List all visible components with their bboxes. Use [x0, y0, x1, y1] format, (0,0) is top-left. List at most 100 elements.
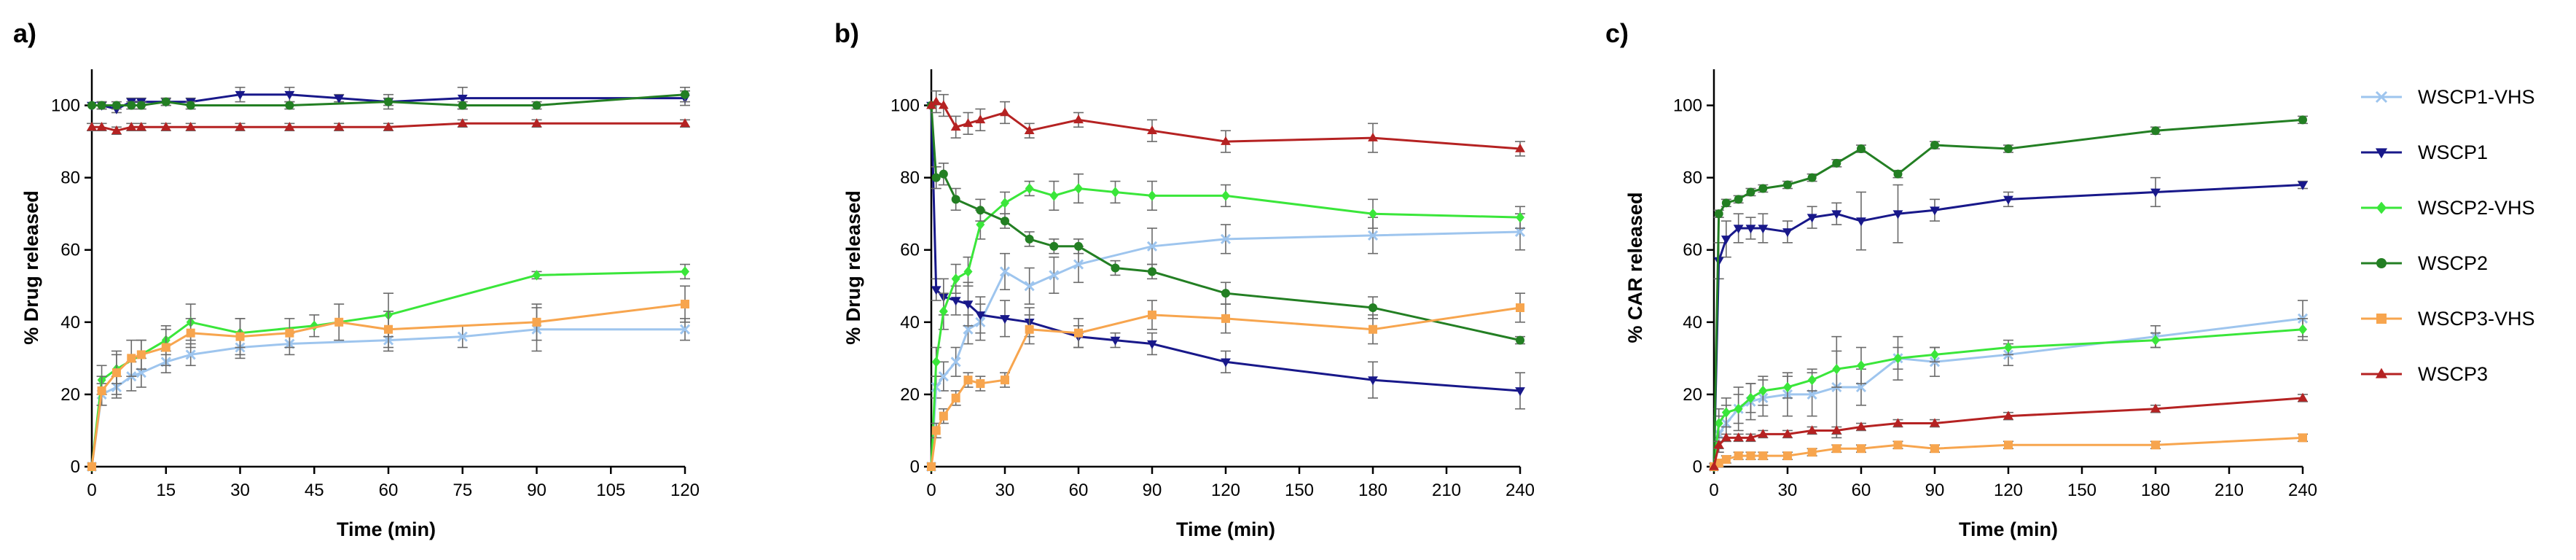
legend-glyph: [2361, 258, 2402, 268]
data-point: [235, 90, 246, 100]
data-point: [1073, 259, 1084, 270]
series-wscp1-vhs: [925, 213, 1526, 472]
series-wscp2-vhs: [927, 173, 1525, 472]
x-tick-label: 150: [1285, 481, 1314, 500]
data-point: [186, 101, 195, 110]
y-tick-label: 100: [890, 96, 920, 116]
data-point: [1734, 451, 1743, 461]
data-point: [1806, 389, 1817, 400]
data-point: [1745, 225, 1756, 234]
data-point: [136, 350, 146, 359]
data-point: [532, 270, 541, 281]
data-point: [2004, 342, 2013, 353]
data-point: [1832, 364, 1841, 375]
data-point: [1709, 461, 1719, 470]
data-point: [1025, 324, 1034, 334]
data-point: [681, 266, 689, 277]
data-point: [1001, 198, 1009, 209]
data-point: [1220, 233, 1232, 244]
data-point: [2298, 181, 2308, 190]
legend-marker: [2376, 201, 2387, 214]
data-point: [334, 317, 344, 327]
data-point: [1930, 349, 1939, 360]
panel-c-ylabel: % CAR released: [1624, 192, 1646, 343]
data-point: [680, 118, 690, 128]
data-point: [1832, 158, 1841, 168]
data-point: [1856, 217, 1866, 227]
data-point: [1746, 392, 1755, 404]
data-point: [384, 97, 393, 106]
x-tick-label: 30: [230, 481, 250, 500]
data-point: [1930, 206, 1940, 216]
legend-marker: [2376, 314, 2387, 324]
data-point: [1746, 451, 1755, 461]
data-point: [334, 122, 345, 131]
legend-item: WSCP3-VHS: [2361, 308, 2535, 330]
data-point: [1721, 198, 1731, 208]
legend-label: WSCP3-VHS: [2418, 308, 2535, 330]
y-tick-label: 40: [900, 313, 920, 332]
data-point: [1516, 335, 1524, 345]
y-tick-label: 40: [1683, 313, 1702, 332]
data-point: [1807, 448, 1817, 457]
panel-a-xlabel: Time (min): [337, 518, 436, 540]
data-point: [160, 122, 171, 131]
data-point: [1111, 263, 1120, 273]
panel-c-axes: 0 30 60 90 120 150 180 210 240 0 20 40 60 80 100: [1673, 69, 2317, 500]
data-point: [1856, 421, 1866, 431]
panel-a-plot: [86, 86, 691, 472]
data-point: [1930, 141, 1939, 150]
data-point: [285, 101, 294, 110]
y-tick-label: 80: [60, 168, 80, 188]
legend-item: WSCP3: [2361, 363, 2488, 385]
y-tick-label: 20: [1683, 385, 1702, 405]
data-point: [1721, 455, 1731, 464]
legend-label: WSCP3: [2418, 363, 2488, 385]
data-point: [1855, 381, 1867, 393]
data-point: [1001, 376, 1009, 385]
data-point: [1746, 187, 1755, 197]
data-point: [136, 122, 146, 131]
data-point: [1074, 241, 1083, 251]
panel-a-axes: 0 15 30 45 60 75 90 105 120 0 20 40 60 80 100: [51, 69, 700, 500]
data-point: [939, 306, 948, 317]
data-point: [1367, 230, 1379, 241]
y-tick-label: 80: [900, 168, 920, 188]
data-point: [976, 206, 985, 215]
data-point: [111, 101, 121, 110]
x-tick-label: 90: [1925, 481, 1945, 500]
series-line: [1712, 184, 2303, 467]
data-point: [1074, 183, 1083, 194]
data-point: [235, 332, 245, 341]
panel-c-xlabel: Time (min): [1959, 518, 2058, 540]
data-point: [284, 90, 295, 100]
data-point: [1930, 418, 1940, 427]
data-point: [97, 101, 106, 110]
data-point: [1147, 125, 1157, 135]
data-point: [1857, 360, 1866, 371]
data-point: [1049, 190, 1059, 201]
data-point: [186, 328, 195, 338]
data-point: [1714, 418, 1723, 429]
data-point: [2150, 403, 2161, 413]
panel-b-axes: 0 30 60 90 120 150 180 210 240 0 20 40 60 80 100: [890, 69, 1535, 500]
data-point: [1758, 451, 1768, 461]
data-point: [1734, 403, 1743, 414]
data-point: [1782, 228, 1793, 238]
x-tick-label: 240: [2288, 481, 2317, 500]
data-point: [999, 266, 1011, 277]
data-point: [1721, 407, 1731, 418]
y-tick-label: 100: [51, 96, 80, 116]
x-tick-label: 0: [1709, 481, 1718, 500]
data-point: [2004, 440, 2013, 450]
data-point: [681, 90, 689, 99]
data-point: [97, 386, 106, 395]
legend-glyph: [2361, 368, 2402, 378]
data-point: [927, 462, 936, 471]
data-point: [1368, 376, 1378, 386]
data-point: [931, 381, 941, 393]
data-point: [1758, 429, 1769, 438]
data-point: [931, 96, 941, 106]
panel-a-ylabel: % Drug released: [20, 190, 42, 345]
x-tick-label: 105: [596, 481, 625, 500]
